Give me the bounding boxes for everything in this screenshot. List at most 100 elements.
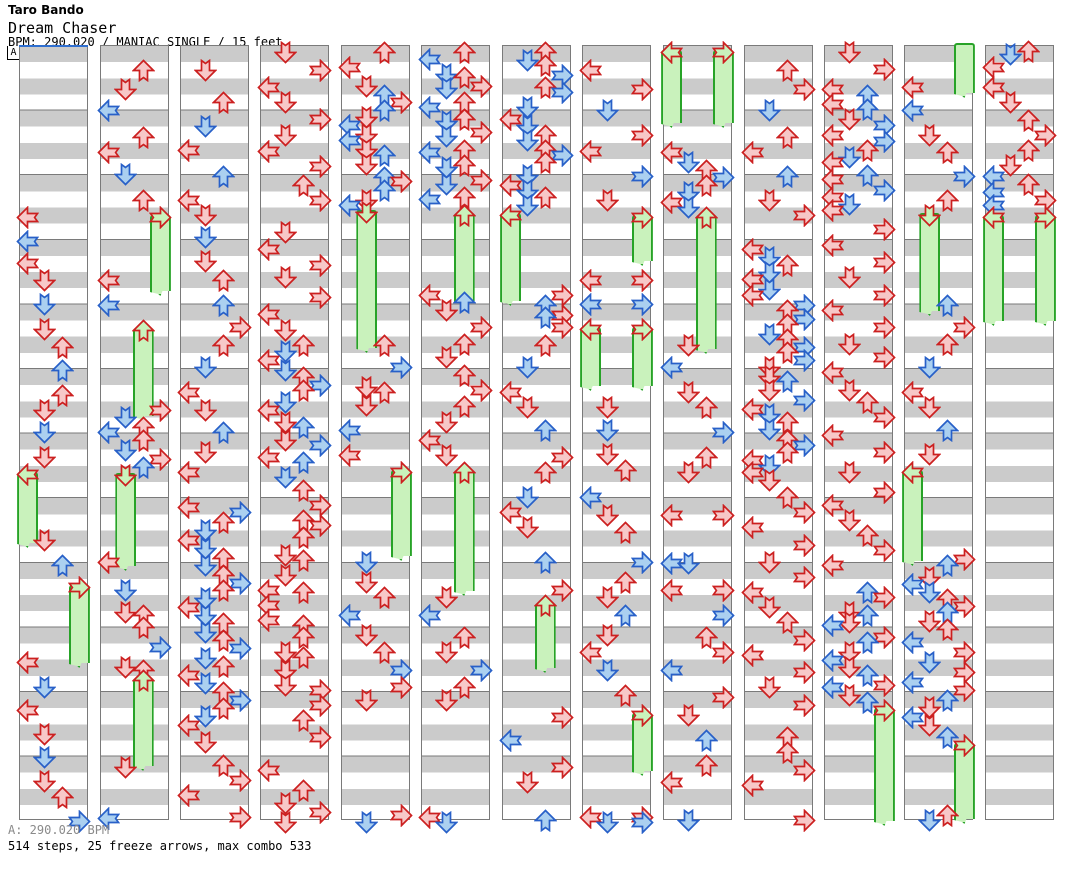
arrow-left-icon <box>741 459 765 485</box>
arrow-up-icon <box>935 293 960 317</box>
arrow-right-icon <box>469 377 493 403</box>
arrow-up-icon <box>775 253 800 277</box>
arrow-down-icon <box>917 650 942 674</box>
arrow-right-icon <box>228 804 252 830</box>
arrow-down-icon <box>837 332 862 356</box>
arrow-left-icon <box>821 197 845 223</box>
arrow-left-icon <box>579 804 603 830</box>
arrow-right-icon <box>228 499 252 525</box>
arrow-up-icon <box>452 65 477 89</box>
arrow-up-icon <box>1016 39 1041 63</box>
arrow-left-icon <box>821 297 845 323</box>
arrow-right-icon <box>228 767 252 793</box>
arrow-up-icon <box>291 645 316 669</box>
freeze-arrow-left-icon <box>499 202 523 228</box>
arrow-down-icon <box>193 249 218 273</box>
arrow-up-icon <box>935 553 960 577</box>
arrow-down-icon <box>32 420 57 444</box>
arrow-right-icon <box>550 444 574 470</box>
arrow-down-icon <box>32 268 57 292</box>
arrow-up-icon <box>775 58 800 82</box>
arrow-left-icon <box>660 139 684 165</box>
arrow-up-icon <box>935 140 960 164</box>
arrow-down-icon <box>676 808 701 832</box>
arrow-down-icon <box>193 620 218 644</box>
arrow-left-icon <box>177 782 201 808</box>
freeze-arrow-down-icon <box>354 200 379 224</box>
arrow-down-icon <box>32 722 57 746</box>
arrow-left-icon <box>499 106 523 132</box>
freeze-arrow-up-icon <box>694 205 719 229</box>
arrow-down-icon <box>676 333 701 357</box>
arrow-up-icon <box>211 90 236 114</box>
arrow-up-icon <box>50 335 75 359</box>
arrow-down-icon <box>354 623 379 647</box>
arrow-down-icon <box>595 585 620 609</box>
arrow-down-icon <box>837 600 862 624</box>
arrow-right-icon <box>952 639 976 665</box>
arrow-up-icon <box>694 395 719 419</box>
arrow-right-icon <box>792 532 816 558</box>
arrow-down-icon <box>757 675 782 699</box>
footer-bpm: A: 290.020 BPM <box>8 823 110 837</box>
arrow-left-icon <box>177 494 201 520</box>
arrow-right-icon <box>228 687 252 713</box>
arrow-up-icon <box>855 663 880 687</box>
arrow-right-icon <box>389 89 413 115</box>
arrow-down-icon <box>434 345 459 369</box>
arrow-down-icon <box>757 595 782 619</box>
arrow-down-icon <box>113 77 138 101</box>
arrow-left-icon <box>579 267 603 293</box>
arrow-up-icon <box>935 688 960 712</box>
arrow-down-icon <box>193 730 218 754</box>
arrow-up-icon <box>533 808 558 832</box>
arrow-down-icon <box>837 192 862 216</box>
arrow-up-icon <box>131 428 156 452</box>
arrow-right-icon <box>550 282 574 308</box>
arrow-up-icon <box>935 188 960 212</box>
arrow-left-icon <box>821 612 845 638</box>
arrow-up-icon <box>694 753 719 777</box>
arrow-up-icon <box>775 369 800 393</box>
arrow-right-icon <box>872 249 896 275</box>
arrow-left-icon <box>257 444 281 470</box>
arrow-right-icon <box>308 372 332 398</box>
arrow-down-icon <box>757 550 782 574</box>
arrow-up-icon <box>613 570 638 594</box>
arrow-up-icon <box>935 617 960 641</box>
arrow-down-icon <box>273 390 298 414</box>
arrow-down-icon <box>917 808 942 832</box>
arrow-down-icon <box>757 364 782 388</box>
arrow-left-icon <box>741 139 765 165</box>
arrow-left-icon <box>257 236 281 262</box>
arrow-up-icon <box>533 460 558 484</box>
arrow-right-icon <box>308 106 332 132</box>
arrow-left-icon <box>901 629 925 655</box>
arrow-left-icon <box>579 291 603 317</box>
arrow-left-icon <box>177 137 201 163</box>
arrow-down-icon <box>354 137 379 161</box>
arrow-down-icon <box>32 745 57 769</box>
arrow-right-icon <box>228 635 252 661</box>
arrow-down-icon <box>273 90 298 114</box>
arrow-right-icon <box>469 73 493 99</box>
arrow-down-icon <box>595 188 620 212</box>
arrow-down-icon <box>515 95 540 119</box>
arrow-left-icon <box>982 54 1006 80</box>
freeze-arrow-right-icon <box>630 204 654 230</box>
arrow-down-icon <box>676 150 701 174</box>
arrow-up-icon <box>372 640 397 664</box>
arrow-right-icon <box>228 314 252 340</box>
arrow-left-icon <box>177 662 201 688</box>
arrow-right-icon <box>952 546 976 572</box>
measure-column-6 <box>421 45 490 820</box>
arrow-left-icon <box>97 805 121 831</box>
arrow-up-icon <box>855 138 880 162</box>
arrow-left-icon <box>660 502 684 528</box>
arrow-right-icon <box>630 291 654 317</box>
arrow-right-icon <box>550 79 574 105</box>
arrow-down-icon <box>757 322 782 346</box>
arrow-right-icon <box>308 799 332 825</box>
arrow-down-icon <box>193 646 218 670</box>
arrow-down-icon <box>32 675 57 699</box>
